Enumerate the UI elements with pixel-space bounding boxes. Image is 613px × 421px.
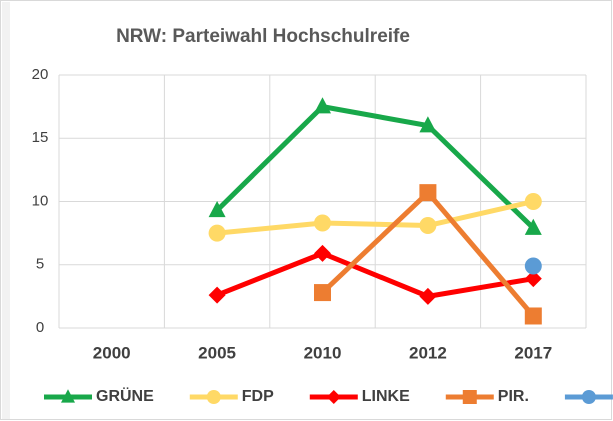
legend-label: LINKE [362,388,410,405]
legend-label: PIR. [498,388,529,405]
y-tick-label: 15 [32,129,49,146]
marker [314,284,331,302]
y-tick-label: 5 [36,256,44,273]
legend-marker [206,390,221,404]
side-strip [2,2,10,419]
legend-marker [581,390,596,404]
legend-marker [61,389,75,403]
x-tick-label: 2005 [198,343,236,362]
marker [419,217,437,235]
marker [419,287,437,305]
x-tick-label: 2012 [409,343,447,362]
marker [524,307,542,325]
marker [314,244,331,262]
x-tick-label: 2000 [93,343,131,362]
marker [208,201,226,218]
marker [208,224,226,242]
y-tick-label: 20 [32,66,49,83]
legend-label: GRÜNE [96,386,154,405]
marker [524,218,542,235]
series-line [216,199,534,236]
marker [314,97,331,114]
x-tick-label: 2017 [514,343,552,362]
y-tick-label: 0 [36,319,44,336]
marker [524,193,542,210]
legend-marker [462,390,477,404]
marker [314,214,331,232]
chart-title: NRW: Parteiwahl Hochschulreife [116,26,410,47]
marker [524,257,542,275]
legend-label: FDP [242,388,274,405]
y-tick-label: 10 [32,192,49,209]
series-line [216,250,534,299]
x-tick-label: 2010 [304,343,342,362]
marker [419,116,437,133]
series-line [215,104,536,230]
marker [524,270,542,288]
marker [208,286,226,304]
legend-marker [326,390,341,404]
marker [419,184,437,202]
